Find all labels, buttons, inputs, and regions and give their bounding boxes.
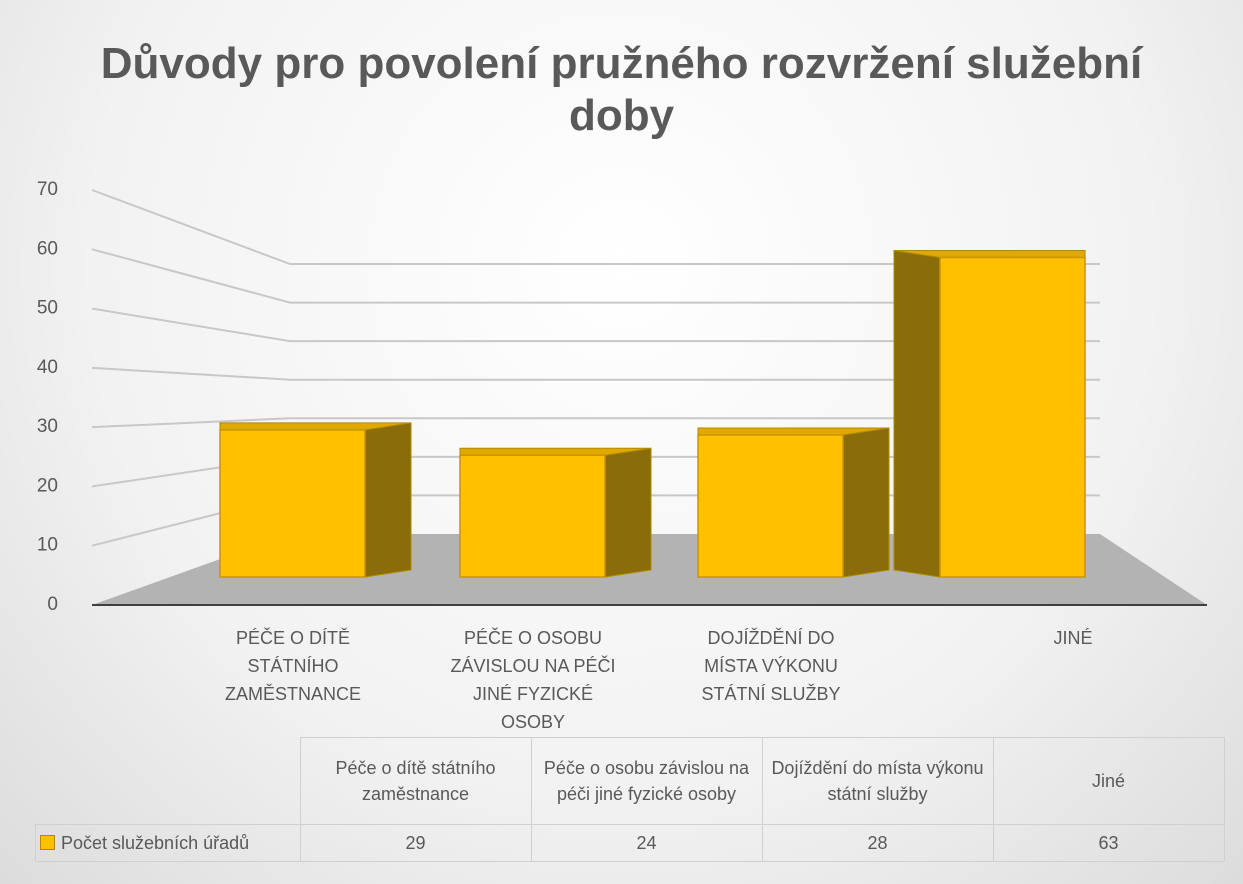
table-row: Počet služebních úřadů 29 24 28 63 [35, 824, 1225, 862]
table-header: Jiné [992, 737, 1225, 825]
legend-cell: Počet služebních úřadů [35, 824, 301, 862]
bar [697, 434, 844, 578]
x-tick-label: JINÉ [1053, 628, 1093, 648]
table-value: 24 [530, 824, 763, 862]
bar [219, 429, 366, 578]
x-tick-label: PÉČE O OSOBU ZÁVISLOU NA PÉČI JINÉ FYZIC… [450, 628, 616, 732]
x-tick-label: DOJÍŽDĚNÍ DO MÍSTA VÝKONU STÁTNÍ SLUŽBY [701, 628, 841, 704]
data-table: Péče o dítě státního zaměstnance Péče o o… [35, 737, 1225, 862]
grid-line [91, 307, 1100, 343]
bar [459, 454, 606, 578]
bar-side [842, 427, 890, 578]
table-value: 63 [992, 824, 1225, 862]
y-tick-label: 10 [37, 535, 58, 556]
table-value: 28 [761, 824, 994, 862]
table-header: Péče o osobu závislou na péči jiné fyzic… [530, 737, 763, 825]
y-tick-label: 50 [37, 298, 58, 319]
bar-side [893, 249, 941, 578]
y-tick-label: 40 [37, 357, 58, 378]
bar-side [604, 447, 652, 578]
legend-key [40, 835, 55, 850]
table-corner [36, 738, 301, 825]
y-tick-label: 30 [37, 416, 58, 437]
table-value: 29 [299, 824, 532, 862]
y-tick-label: 0 [47, 594, 58, 615]
grid-line [91, 366, 1100, 381]
grid-line [91, 417, 1100, 429]
y-tick-label: 70 [37, 179, 58, 200]
table-header: Dojíždění do místa výkonu státní služby [761, 737, 994, 825]
table-header: Péče o dítě státního zaměstnance [299, 737, 532, 825]
legend-label: Počet služebních úřadů [61, 833, 250, 853]
grid-line [91, 248, 1100, 304]
x-tick-label: PÉČE O DÍTĚ STÁTNÍHO ZAMĚSTNANCE [224, 628, 361, 704]
chart-title: Důvody pro povolení pružného rozvržení s… [100, 39, 1143, 140]
table-header-row: Péče o dítě státního zaměstnance Péče o o… [36, 737, 1225, 825]
y-tick-label: 60 [37, 238, 58, 259]
y-tick-label: 20 [37, 475, 58, 496]
bar-side [364, 422, 412, 578]
grid-line [91, 189, 1100, 265]
bar [939, 256, 1086, 578]
